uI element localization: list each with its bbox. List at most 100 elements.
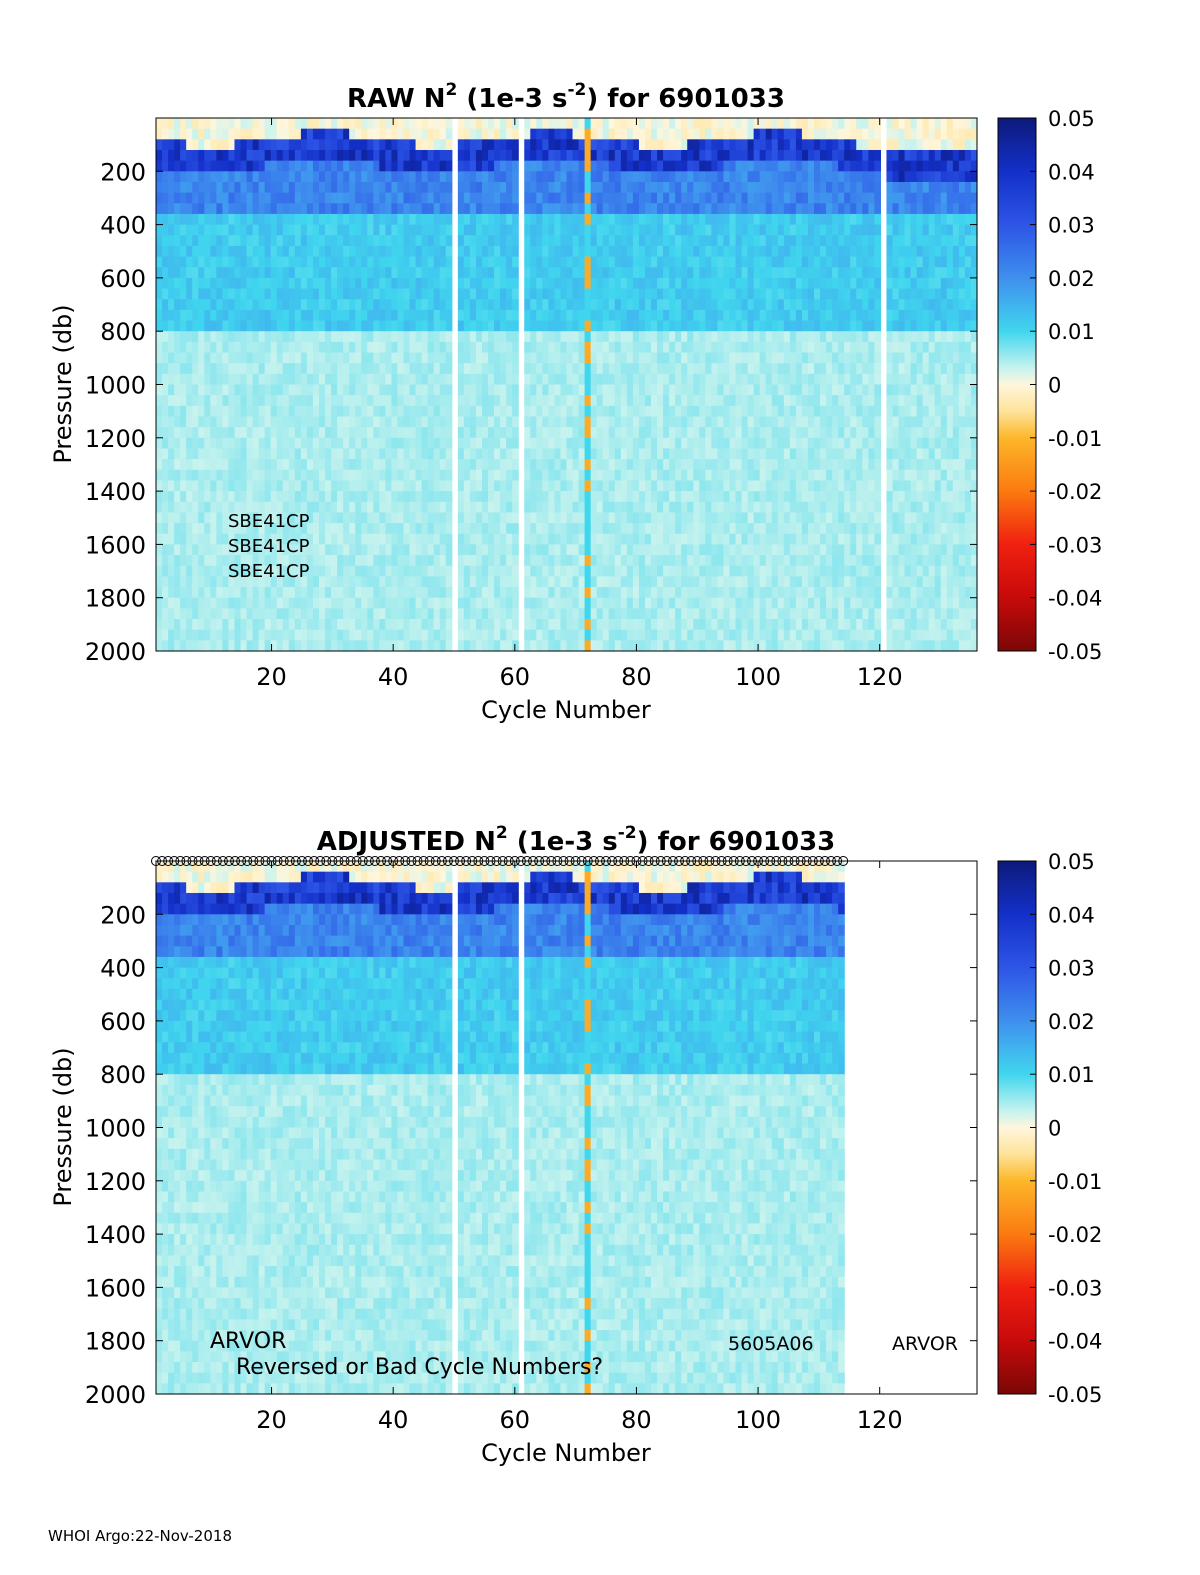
heatmap-cell xyxy=(397,544,405,556)
heatmap-cell xyxy=(282,629,290,641)
heatmap-cell xyxy=(753,352,761,364)
heatmap-cell xyxy=(457,267,465,279)
heatmap-cell xyxy=(397,640,405,652)
heatmap-cell xyxy=(325,608,332,620)
heatmap-cell xyxy=(210,501,217,514)
heatmap-cell xyxy=(741,277,749,290)
heatmap-cell xyxy=(475,256,483,268)
heatmap-cell xyxy=(355,256,362,268)
heatmap-cell xyxy=(421,459,429,471)
heatmap-cell xyxy=(735,160,743,172)
heatmap-cell xyxy=(560,341,568,354)
heatmap-cell xyxy=(427,213,435,226)
heatmap-cell xyxy=(433,448,441,460)
heatmap-cell xyxy=(445,331,453,343)
heatmap-cell xyxy=(602,149,610,162)
heatmap-cell xyxy=(186,384,193,396)
heatmap-cell xyxy=(427,203,435,215)
heatmap-cell xyxy=(723,469,731,482)
heatmap-cell xyxy=(578,501,586,514)
heatmap-cell xyxy=(216,533,224,545)
heatmap-cell xyxy=(349,576,356,588)
heatmap-cell xyxy=(681,587,688,599)
heatmap-cell xyxy=(294,128,302,140)
heatmap-cell xyxy=(264,608,272,620)
heatmap-cell xyxy=(566,299,574,311)
heatmap-cell xyxy=(409,256,417,268)
heatmap-cell xyxy=(687,160,694,172)
heatmap-cell xyxy=(421,331,429,343)
heatmap-cell xyxy=(542,459,549,471)
heatmap-cell xyxy=(192,203,199,215)
heatmap-cell xyxy=(729,309,737,322)
heatmap-cell xyxy=(264,224,272,236)
heatmap-cell xyxy=(391,213,399,226)
heatmap-cell xyxy=(651,619,658,631)
heatmap-cell xyxy=(415,277,423,290)
heatmap-cell xyxy=(168,629,175,641)
heatmap-cell xyxy=(234,299,242,311)
heatmap-cell xyxy=(385,235,393,247)
heatmap-cell xyxy=(385,128,393,140)
heatmap-cell xyxy=(252,331,260,343)
heatmap-cell xyxy=(699,427,706,439)
heatmap-cell xyxy=(578,512,586,524)
heatmap-cell xyxy=(409,309,417,322)
heatmap-cell xyxy=(494,203,501,215)
heatmap-cell xyxy=(608,565,616,577)
heatmap-cell xyxy=(240,245,248,258)
heatmap-cell xyxy=(415,363,423,375)
heatmap-cell xyxy=(192,309,199,322)
heatmap-cell xyxy=(548,373,556,386)
heatmap-cell xyxy=(270,288,278,300)
heatmap-cell xyxy=(542,203,549,215)
heatmap-cell xyxy=(524,608,531,620)
heatmap-cell xyxy=(240,501,248,514)
heatmap-cell xyxy=(554,277,562,290)
heatmap-cell xyxy=(391,555,399,567)
heatmap-cell xyxy=(590,501,598,514)
heatmap-cell xyxy=(741,352,749,364)
heatmap-cell xyxy=(373,459,380,471)
heatmap-cell xyxy=(494,128,501,140)
heatmap-cell xyxy=(168,459,175,471)
heatmap-cell xyxy=(651,565,658,577)
heatmap-cell xyxy=(264,640,272,652)
heatmap-cell xyxy=(288,416,296,428)
heatmap-cell xyxy=(373,373,380,386)
heatmap-cell xyxy=(367,267,374,279)
heatmap-cell xyxy=(337,512,344,524)
heatmap-cell xyxy=(524,373,531,386)
heatmap-cell xyxy=(331,352,338,364)
heatmap-cell xyxy=(590,587,598,599)
heatmap-cell xyxy=(258,640,266,652)
heatmap-cell xyxy=(759,629,767,641)
heatmap-cell xyxy=(488,235,495,247)
heatmap-cell xyxy=(741,213,749,226)
heatmap-cell xyxy=(481,480,489,492)
heatmap-cell xyxy=(494,235,501,247)
heatmap-cell xyxy=(626,576,634,588)
heatmap-cell xyxy=(318,480,326,492)
heatmap-cell xyxy=(765,203,773,215)
heatmap-cell xyxy=(638,619,646,631)
heatmap-cell xyxy=(729,224,737,236)
heatmap-cell xyxy=(644,448,652,460)
heatmap-cell xyxy=(397,565,405,577)
heatmap-cell xyxy=(180,224,187,236)
heatmap-cell xyxy=(741,608,749,620)
heatmap-cell xyxy=(723,128,731,140)
heatmap-cell xyxy=(717,256,725,268)
heatmap-cell xyxy=(729,235,737,247)
heatmap-cell xyxy=(687,427,694,439)
heatmap-cell xyxy=(415,469,423,482)
heatmap-cell xyxy=(258,523,266,535)
heatmap-cell xyxy=(433,139,441,151)
heatmap-cell xyxy=(415,512,423,524)
heatmap-cell xyxy=(620,491,628,503)
heatmap-cell xyxy=(657,128,664,140)
heatmap-cell xyxy=(699,619,706,631)
heatmap-cell xyxy=(337,640,344,652)
heatmap-cell xyxy=(741,235,749,247)
heatmap-cell xyxy=(349,288,356,300)
